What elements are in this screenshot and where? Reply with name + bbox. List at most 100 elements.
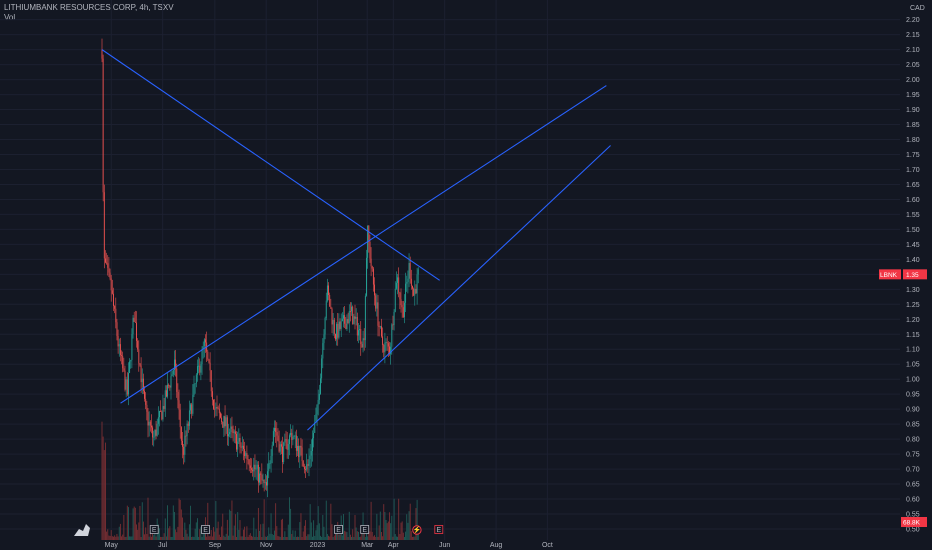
price-axis[interactable]: CAD 2.20 2.15 2.10 2.05 2.00 1.95 1.90 1.85 1.80 1… <box>906 5 925 534</box>
volume-bar <box>132 508 134 540</box>
candle-body <box>263 479 265 483</box>
volume-bar <box>394 534 396 540</box>
candle-body <box>306 464 308 470</box>
time-tick-label: Mar <box>361 542 374 549</box>
candle-body <box>238 437 240 442</box>
candle-body <box>118 344 120 347</box>
candle-body <box>391 324 393 347</box>
volume-bar <box>192 536 194 540</box>
last-value-tags: LBNK 1.35 68.8K <box>879 269 927 527</box>
volume-bar <box>147 497 149 540</box>
volume-bar <box>203 531 205 540</box>
volume-bar <box>197 518 198 540</box>
candle-body <box>386 342 388 344</box>
tradingview-logo[interactable] <box>74 524 90 536</box>
candle-body <box>400 299 402 306</box>
candle-body <box>225 417 227 427</box>
volume-bar <box>305 520 306 540</box>
volume-bar <box>277 536 279 540</box>
candle-body <box>132 317 134 335</box>
time-tick-label: Sep <box>209 542 222 549</box>
candle-body <box>372 268 374 285</box>
candle-body <box>310 450 312 456</box>
candle-body <box>161 411 163 420</box>
volume-bar <box>123 515 125 540</box>
volume-bar <box>225 533 227 540</box>
volume-bar <box>369 531 371 540</box>
candle-body <box>371 266 373 269</box>
volume-bar <box>164 518 166 540</box>
candle-body <box>352 306 354 325</box>
time-axis[interactable]: May Jul Sep Nov 2023 Mar Apr Jun Aug Oct <box>105 542 553 549</box>
candle-body <box>190 404 191 411</box>
volume-bar <box>309 504 311 540</box>
candle-body <box>184 435 186 455</box>
volume-bar <box>366 529 367 540</box>
volume-bar <box>393 498 395 540</box>
volume-bar <box>290 508 292 540</box>
volume-indicator-label[interactable]: Vol <box>4 13 16 22</box>
volume-bar <box>346 532 348 540</box>
candle-body <box>152 427 154 438</box>
candle-body <box>236 433 237 450</box>
volume-bar <box>244 526 246 540</box>
volume-bar <box>320 535 321 540</box>
volume-bar <box>381 531 382 540</box>
volume-bar <box>291 534 293 540</box>
volume-bar <box>266 536 267 540</box>
volume-bar <box>121 536 122 540</box>
volume-bar <box>351 536 352 540</box>
volume-bar <box>114 535 116 540</box>
volume-bar <box>229 509 231 540</box>
candle-body <box>222 421 224 428</box>
volume-bar <box>185 529 187 540</box>
price-tick-label: 1.60 <box>906 197 920 204</box>
candle-body <box>353 316 355 325</box>
volume-bar <box>214 531 216 540</box>
candle-body <box>108 267 110 273</box>
price-tick-label: 1.90 <box>906 107 920 114</box>
candle-body <box>384 342 386 353</box>
volume-bar <box>269 533 271 540</box>
candle-body <box>245 453 247 457</box>
volume-bar <box>161 536 163 540</box>
volume-bar <box>322 514 324 540</box>
candle-body <box>142 378 144 391</box>
volume-bar <box>326 534 328 540</box>
symbol-title[interactable]: LITHIUMBANK RESOURCES CORP, 4h, TSXV <box>4 3 174 12</box>
volume-bar <box>255 529 257 540</box>
volume-bar <box>386 523 388 540</box>
candle-body <box>271 445 273 456</box>
volume-bar <box>198 536 200 540</box>
candle-body <box>399 292 401 300</box>
price-tick-label: 1.10 <box>906 347 920 354</box>
volume-bar <box>228 535 229 540</box>
candle-body <box>326 285 328 301</box>
price-tick-label: 0.85 <box>906 422 920 429</box>
volume-bar <box>287 524 289 540</box>
candle-body <box>157 417 159 424</box>
volume-bar <box>358 531 359 540</box>
price-tick-label: 2.10 <box>906 47 920 54</box>
earnings-marker <box>434 525 444 534</box>
candle-body <box>398 277 400 293</box>
candle-body <box>186 423 188 437</box>
volume-bar <box>412 536 413 540</box>
trendlines[interactable] <box>101 49 611 431</box>
candle-body <box>280 444 282 447</box>
volume-bar <box>215 501 217 540</box>
volume-bar <box>343 514 344 540</box>
candle-body <box>191 404 193 414</box>
ticker-tag <box>879 269 901 280</box>
volume-bar <box>232 535 234 540</box>
price-tick-label: 1.45 <box>906 242 920 249</box>
candle-body <box>294 435 296 437</box>
volume-bar <box>208 536 210 540</box>
time-tick-label: Aug <box>490 542 503 549</box>
candle-body <box>156 423 158 436</box>
volume-bar <box>216 528 218 540</box>
candle-body <box>154 429 156 437</box>
time-tick-label: Nov <box>260 542 273 549</box>
volume-bar <box>314 535 316 540</box>
